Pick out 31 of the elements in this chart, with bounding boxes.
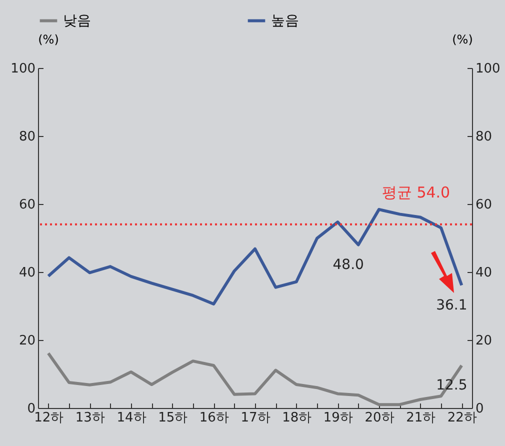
x-tick-label: 20하: [364, 410, 394, 426]
y-tick-label: 100: [10, 62, 36, 76]
x-tick-label: 18하: [282, 410, 312, 426]
y2-tick-label: 0: [476, 402, 484, 416]
x-tick-label: 22하: [447, 410, 477, 426]
y2-tick-label: 20: [476, 334, 492, 348]
x-tick-label: 19하: [323, 410, 353, 426]
y-tick-label: 20: [18, 334, 36, 348]
x-tick-label: 13하: [75, 410, 105, 426]
y2-axis-title: (%): [452, 32, 473, 46]
x-tick-label: 17하: [240, 410, 270, 426]
x-tick-label: 16하: [199, 410, 229, 426]
y-tick-label: 60: [18, 198, 36, 212]
x-tick-label: 14하: [116, 410, 146, 426]
y2-tick-label: 40: [476, 266, 492, 280]
x-tick-label: 15하: [158, 410, 188, 426]
y-axis-title: (%): [38, 32, 59, 46]
data-label: 36.1: [436, 297, 468, 314]
y-tick-label: 80: [18, 130, 36, 144]
y2-tick-label: 80: [476, 130, 492, 144]
legend-label: 높음: [271, 12, 299, 29]
ref-line-label: 평균 54.0: [382, 183, 450, 202]
y-tick-label: 40: [18, 266, 36, 280]
y-tick-label: 0: [27, 402, 36, 416]
x-tick-label: 12하: [34, 410, 64, 426]
legend-label: 낮음: [63, 12, 91, 29]
data-label: 12.5: [436, 378, 468, 394]
data-label: 48.0: [332, 256, 364, 273]
y2-tick-label: 100: [476, 62, 500, 76]
x-tick-label: 21하: [406, 410, 436, 426]
y2-tick-label: 60: [476, 198, 492, 212]
